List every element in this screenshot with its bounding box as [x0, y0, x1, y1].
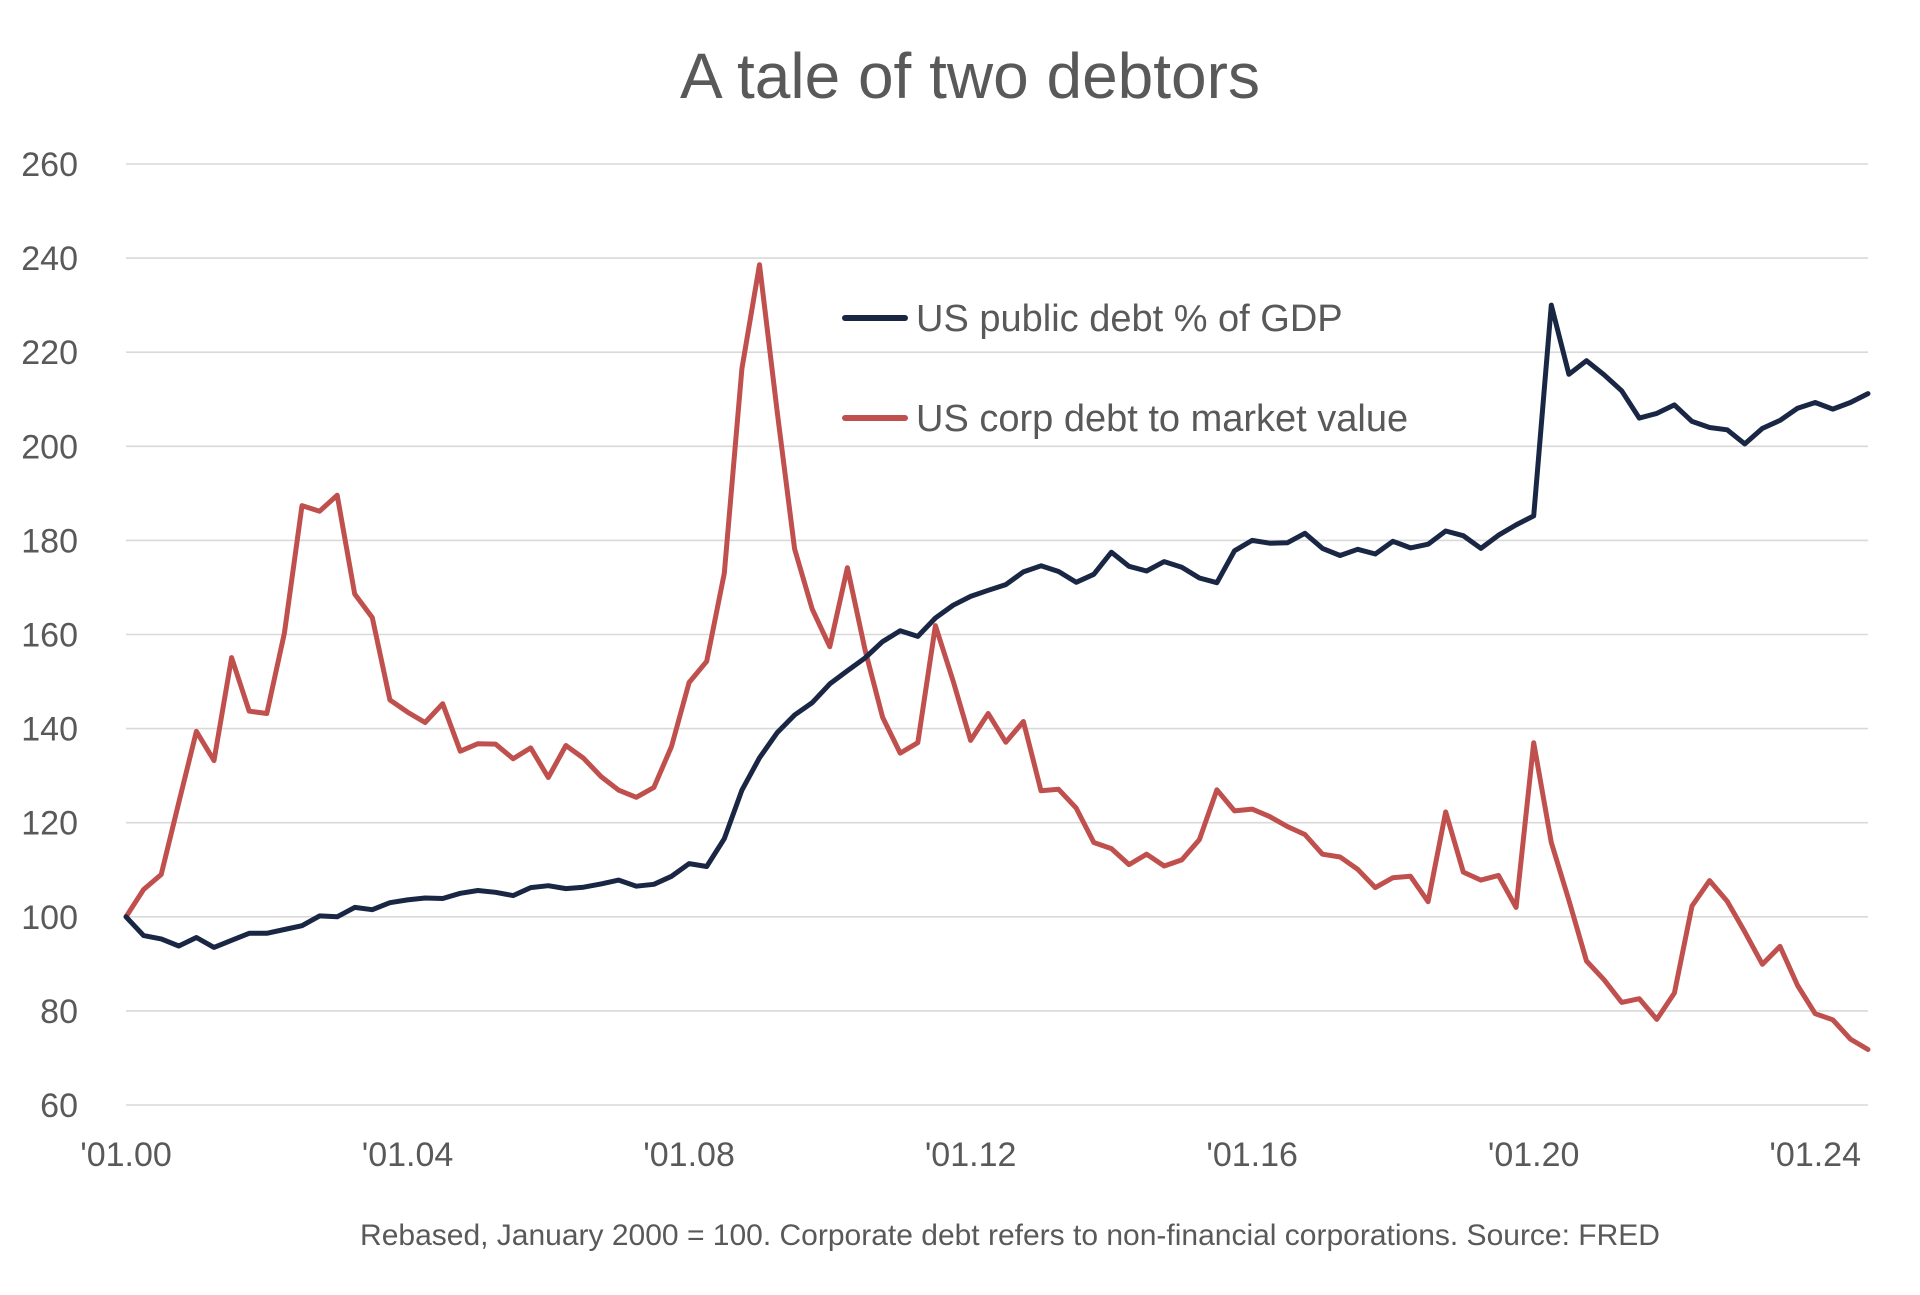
x-axis-tick-labels: '01.00 '01.04 '01.08 '01.12 '01.16 '01.20 '01.… — [80, 1136, 1861, 1174]
x-tick-label: '01.24 — [1769, 1136, 1861, 1174]
series-line-public-debt — [123, 302, 1871, 950]
x-tick-label: '01.16 — [1206, 1136, 1298, 1174]
y-tick-label: 80 — [40, 993, 78, 1031]
x-tick-label: '01.04 — [362, 1136, 454, 1174]
y-tick-label: 100 — [21, 899, 78, 937]
y-tick-label: 240 — [21, 240, 78, 278]
y-tick-label: 180 — [21, 522, 78, 560]
series-lines — [123, 262, 1871, 1052]
x-tick-label: '01.00 — [80, 1136, 172, 1174]
x-tick-label: '01.20 — [1488, 1136, 1580, 1174]
y-tick-label: 200 — [21, 428, 78, 466]
x-tick-label: '01.12 — [925, 1136, 1017, 1174]
y-tick-label: 160 — [21, 617, 78, 655]
y-tick-label: 60 — [40, 1087, 78, 1125]
series-line-corp-debt — [123, 262, 1871, 1052]
y-axis-tick-labels: 60 80 100 120 140 160 180 200 220 240 260 — [21, 146, 78, 1125]
x-tick-label: '01.08 — [643, 1136, 735, 1174]
y-tick-label: 220 — [21, 334, 78, 372]
y-tick-label: 260 — [21, 146, 78, 184]
legend-label: US public debt % of GDP — [916, 298, 1343, 340]
y-tick-label: 140 — [21, 711, 78, 749]
chart-caption: Rebased, January 2000 = 100. Corporate d… — [360, 1219, 1660, 1252]
legend-label: US corp debt to market value — [916, 398, 1408, 440]
chart-title: A tale of two debtors — [680, 40, 1260, 112]
y-tick-label: 120 — [21, 805, 78, 843]
legend: US public debt % of GDP US corp debt to m… — [842, 298, 1408, 440]
